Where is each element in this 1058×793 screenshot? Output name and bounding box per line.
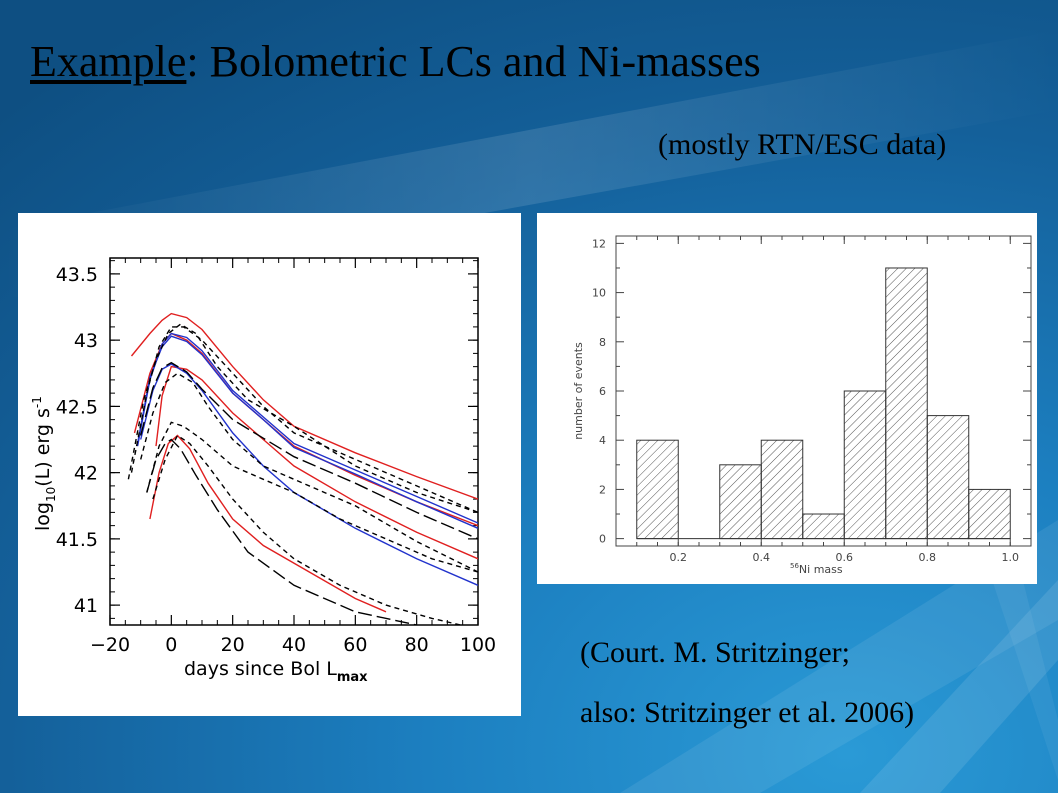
x-tick-label: 1.0: [1002, 551, 1020, 564]
black-long-curve: [146, 438, 417, 625]
red-solid-curve: [133, 332, 478, 527]
y-axis-label-subscript: 10: [44, 487, 58, 502]
x-tick-label: 20: [221, 634, 245, 656]
y-axis-label-log: log: [32, 502, 54, 531]
ni-mass-histogram: 0.2 0.4 0.6 0.8 1.0 0 2 4 6 8 10 12 56Ni mass number …: [572, 235, 1032, 576]
x-axis-label-subscript: max: [337, 670, 368, 685]
title-rest: : Bolometric LCs and Ni-masses: [186, 37, 761, 86]
black-short-curve: [130, 326, 478, 514]
y-tick-label: 8: [599, 336, 606, 349]
ni-mass-histogram-panel: 0.2 0.4 0.6 0.8 1.0 0 2 4 6 8 10 12 56Ni mass number …: [537, 213, 1037, 584]
credit-line-2: also: Stritzinger et al. 2006): [580, 696, 915, 729]
x-tick-label: 0.6: [836, 551, 854, 564]
x-tick-label: 0.4: [753, 551, 771, 564]
y-tick-label: 41.5: [56, 529, 98, 551]
y-tick-label: 42.5: [56, 396, 98, 418]
histogram-bar: [636, 439, 679, 540]
x-axis-label-main: days since Bol L: [184, 658, 337, 680]
x-tick-label: 0.8: [919, 551, 937, 564]
black-long-curve: [140, 361, 478, 540]
x-tick-label: 40: [282, 634, 306, 656]
x-tick-label: −20: [90, 634, 130, 656]
histogram-bar: [802, 513, 845, 540]
x-tick-label: 0.2: [670, 551, 688, 564]
histogram-bar: [719, 464, 762, 540]
light-curve-panel: −20 0 20 40 60 80 100 41 41.5 42 42.5 43 43.5 days si…: [18, 213, 521, 716]
blue-solid-curve: [136, 335, 478, 529]
y-tick-label: 10: [592, 287, 606, 300]
light-curve-chart: −20 0 20 40 60 80 100 41 41.5 42 42.5 43 43.5 days si…: [30, 257, 496, 685]
y-tick-label: 2: [599, 483, 606, 496]
y-axis-label: log10(L) erg s-1: [30, 396, 58, 531]
x-axis-label: days since Bol Lmax: [184, 658, 368, 685]
y-tick-label: 4: [599, 434, 606, 447]
credit-line-1: (Court. M. Stritzinger;: [580, 636, 850, 669]
y-axis-label-units: (L) erg s: [32, 408, 54, 487]
histogram-bar: [926, 415, 970, 540]
histogram-bar: [843, 390, 887, 540]
x-tick-label: 60: [343, 634, 367, 656]
y-axis-label-superscript: -1: [30, 396, 44, 408]
x-axis-label-main: Ni mass: [799, 563, 843, 576]
blue-solid-curve: [136, 332, 478, 524]
x-axis-label-superscript: 56: [790, 562, 799, 570]
x-tick-label: 0: [165, 634, 177, 656]
red-solid-curve: [149, 434, 387, 613]
y-axis-label: number of events: [572, 342, 585, 440]
slide-title: Example: Bolometric LCs and Ni-masses: [30, 36, 761, 87]
black-short-curve: [146, 421, 478, 573]
y-tick-label: 12: [592, 237, 606, 250]
red-solid-curve: [130, 312, 478, 500]
x-axis-label: 56Ni mass: [790, 562, 843, 576]
y-tick-label: 42: [74, 463, 98, 485]
black-short-curve: [152, 434, 464, 625]
title-underlined-word: Example: [30, 37, 187, 86]
histogram-bar: [885, 267, 928, 540]
plot-frame: [109, 257, 479, 626]
black-short-curve: [127, 323, 478, 514]
histogram-bar: [760, 439, 804, 540]
histogram-bar: [968, 488, 1011, 540]
y-tick-label: 6: [599, 385, 606, 398]
black-short-curve: [140, 372, 478, 573]
x-tick-label: 100: [460, 634, 496, 656]
y-tick-label: 43: [74, 330, 98, 352]
subtitle: (mostly RTN/ESC data): [658, 128, 947, 161]
red-solid-curve: [155, 365, 478, 560]
x-tick-label: 80: [405, 634, 429, 656]
y-tick-label: 43.5: [56, 264, 98, 286]
y-tick-label: 41: [74, 595, 98, 617]
y-tick-label: 0: [599, 533, 606, 546]
